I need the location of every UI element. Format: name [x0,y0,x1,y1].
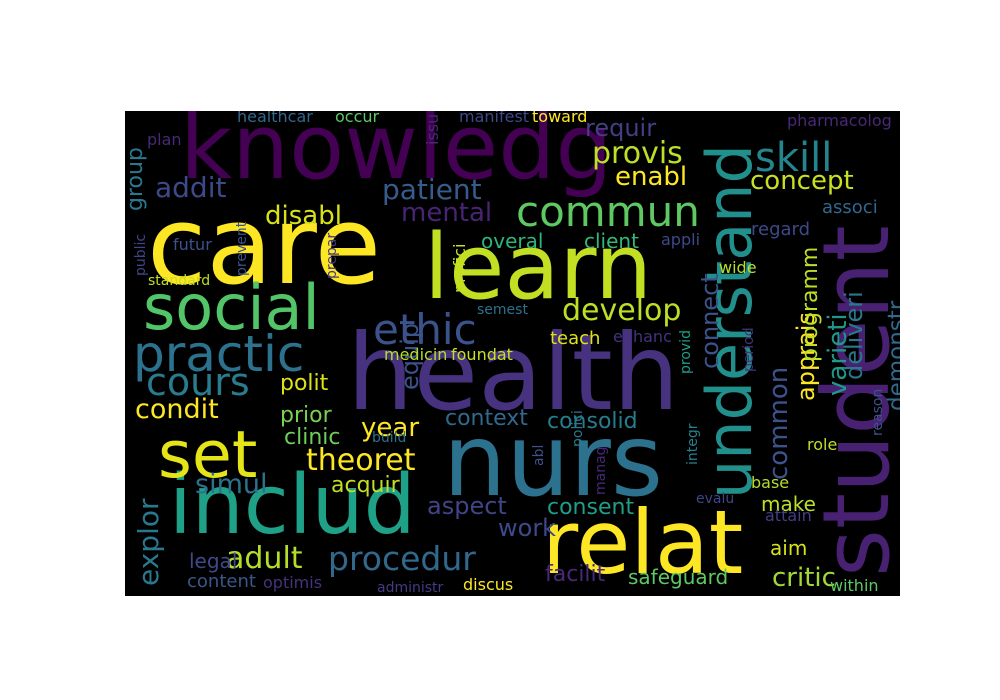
word-teach: teach [550,328,601,349]
word-polici: polici [570,410,586,447]
word-relat: relat [542,491,744,594]
word-standard: standard [148,273,211,289]
word-base: base [751,473,790,492]
word-provis: provis [592,136,683,171]
word-wide: wide [719,258,757,277]
word-health: health [347,312,680,434]
word-healthcar: healthcar [237,111,313,126]
word-build: build [372,430,407,446]
word-cours: cours [146,360,250,404]
word-associ: associ [822,197,878,218]
word-skill: skill [755,135,833,181]
word-mental: mental [401,198,493,228]
word-requir: requir [585,114,657,142]
word-group: group [125,147,148,211]
word-disabl: disabl [265,201,342,231]
word-optimis: optimis [263,573,323,592]
word-prevent: prevent [234,221,250,276]
word-patient: patient [382,173,482,206]
word-prior: prior [280,403,332,428]
word-polit: polit [280,371,329,396]
word-enabl: enabl [615,162,688,192]
word-client: client [584,229,639,253]
word-safeguard: safeguard [628,565,729,589]
word-issu: issu [423,113,442,145]
word-discus: discus [463,575,514,594]
word-common: common [764,366,794,480]
word-pharmacolog: pharmacolog [787,111,892,130]
word-within: within [830,576,879,595]
word-theoret: theoret [306,443,416,478]
word-simul: simul [195,469,268,500]
word-aim: aim [770,536,808,560]
word-work: work [498,514,557,542]
word-facilit: facilit [545,562,606,587]
word-demonstr: demonstr [884,300,900,411]
word-consent: consent [547,495,635,520]
word-programm: programm [798,246,823,362]
word-medicin: medicin [384,345,448,364]
word-appli: appli [661,230,701,249]
word-commun: commun [516,187,700,236]
word-occur: occur [335,111,380,126]
word-ethic: ethic [373,305,477,354]
word-toward: toward [532,111,588,126]
word-includ: includ [169,458,416,553]
word-knowledg: knowledg [180,111,613,200]
word-profici: profici [450,243,469,294]
word-reason: reason [870,388,886,436]
word-integr: integr [685,423,701,465]
word-deliveri: deliveri [840,291,868,380]
word-evalu: evalu [696,491,735,507]
word-enhanc: enhanc [613,327,672,346]
word-acquir: acquir [331,473,400,498]
word-consolid: consolid [547,409,638,434]
word-semest: semest [477,302,528,318]
word-manag: manag [593,446,609,495]
word-aspect: aspect [427,492,507,520]
word-public: public [133,233,149,276]
word-foundat: foundat [451,345,513,364]
word-concept: concept [750,166,854,196]
word-critic: critic [772,563,836,593]
word-connect: connect [696,273,724,369]
word-learn: learn [424,215,652,320]
word-year: year [361,413,420,443]
word-attain: attain [765,506,812,525]
word-make: make [761,492,816,516]
word-context: context [445,406,528,431]
word-social: social [143,271,320,344]
word-condit: condit [135,394,219,425]
word-period: period [741,327,757,372]
word-administr: administr [377,580,444,596]
word-set: set [158,418,258,493]
word-content: content [187,571,256,592]
word-provid: provid [678,330,694,374]
word-practic: practic [133,325,305,383]
word-futur: futur [173,235,212,254]
word-manifest: manifest [459,111,530,126]
word-abl: abl [531,444,547,466]
word-role: role [807,435,838,454]
word-nurs: nurs [443,402,663,519]
word-overal: overal [481,229,544,253]
word-care: care [147,184,382,309]
word-develop: develop [562,293,682,328]
word-addit: addit [155,171,227,204]
word-clinic: clinic [284,425,341,450]
word-regard: regard [751,219,811,240]
word-explor: explor [132,498,165,587]
word-prepar: prepar [324,232,340,279]
word-legal: legal [189,549,238,573]
word-cloud: knowledg care learn health nurs student unders… [125,111,900,596]
word-procedur: procedur [328,539,476,578]
word-plan: plan [147,130,182,149]
word-adult: adult [226,541,303,576]
